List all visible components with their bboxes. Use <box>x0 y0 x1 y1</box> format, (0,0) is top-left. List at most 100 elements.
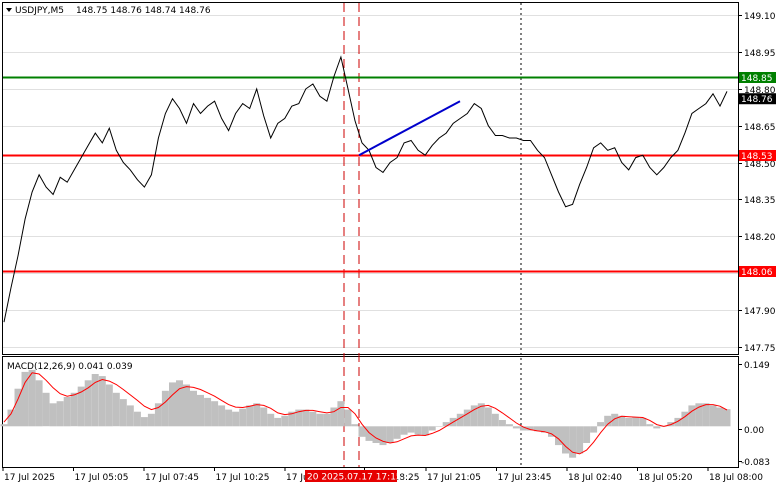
time-tick-label: 17 Jul 23:45 <box>498 473 552 483</box>
price-tick-label: 148.95 <box>744 49 776 59</box>
macd-bar <box>316 413 324 427</box>
macd-bar <box>42 392 50 427</box>
macd-bar <box>225 409 233 427</box>
trend-line[interactable] <box>358 100 461 157</box>
macd-bar <box>63 397 71 427</box>
price-tick-label: 148.20 <box>744 233 776 243</box>
time-tick-label: 17 Jul 21:05 <box>427 473 481 483</box>
price-tick-label: 148.50 <box>744 160 776 170</box>
macd-bar <box>414 426 422 435</box>
macd-bar <box>695 403 703 427</box>
macd-signal-line <box>3 372 728 455</box>
macd-bar <box>211 401 219 427</box>
macd-bar <box>723 409 731 427</box>
level-tag-label: 148.53 <box>741 152 773 162</box>
macd-bar <box>218 405 226 427</box>
macd-bar <box>112 392 120 427</box>
macd-bar <box>365 426 373 441</box>
macd-bar <box>470 405 478 427</box>
macd-bar <box>119 399 127 427</box>
macd-bar <box>0 424 8 427</box>
macd-bar <box>597 422 605 427</box>
macd-bar <box>541 426 548 433</box>
level-tag-background <box>739 266 776 277</box>
macd-bar <box>84 380 92 427</box>
macd-bar <box>653 426 661 429</box>
time-tick-label: 18 Jul 02:40 <box>568 473 622 483</box>
macd-tick-high: 0.149 <box>744 361 770 371</box>
price-tick-label: 147.90 <box>744 307 776 317</box>
macd-bar <box>548 426 555 437</box>
macd-bar <box>428 426 436 431</box>
macd-bar <box>555 426 562 446</box>
horizontal-levels[interactable] <box>3 76 738 273</box>
current-price-tag: 148.76 <box>739 93 776 105</box>
macd-bar <box>197 394 204 427</box>
symbol-dropdown-icon[interactable] <box>6 8 12 12</box>
price-tick-label: 149.10 <box>744 12 776 22</box>
macd-bar <box>274 417 282 427</box>
macd-bar <box>709 405 717 427</box>
macd-bar <box>77 386 85 427</box>
time-tick-label: 17 Jul 05:05 <box>75 473 129 483</box>
macd-bar <box>372 426 380 443</box>
macd-bar <box>618 415 626 427</box>
macd-bar <box>309 411 317 427</box>
price-tick-label: 147.75 <box>744 344 776 354</box>
macd-bar <box>421 426 429 436</box>
macd-bar <box>267 413 275 427</box>
macd-bar <box>161 390 169 427</box>
macd-bar <box>505 424 513 427</box>
macd-bar <box>400 426 408 435</box>
macd-bar <box>169 382 176 427</box>
macd-bar <box>21 371 29 427</box>
macd-bar <box>611 413 619 427</box>
macd-bar <box>70 392 78 427</box>
macd-bar <box>35 380 43 427</box>
macd-bar <box>183 384 190 427</box>
macd-bar <box>646 424 654 427</box>
macd-bar <box>14 388 22 427</box>
price-line <box>3 55 728 323</box>
macd-bar <box>330 407 338 427</box>
macd-bar <box>176 380 183 427</box>
macd-bar <box>625 417 633 427</box>
macd-bar <box>154 403 162 427</box>
macd-bar <box>632 417 640 427</box>
price-tick-label: 148.35 <box>744 196 776 206</box>
macd-bar <box>484 407 492 427</box>
macd-bar <box>512 426 520 429</box>
symbol-label: USDJPY,M5 <box>15 6 64 16</box>
level-tag-label: 148.85 <box>741 74 773 84</box>
macd-bar <box>91 374 99 427</box>
time-tick-label: 18 Jul 08:00 <box>709 473 763 483</box>
macd-histogram <box>0 369 731 458</box>
macd-bar <box>576 426 584 454</box>
time-tick-label: 17 Jul 07:45 <box>145 473 199 483</box>
macd-bar <box>239 408 247 427</box>
macd-bar <box>246 405 254 427</box>
macd-bar <box>295 409 303 427</box>
macd-bar <box>386 426 394 443</box>
macd-bar <box>639 417 647 427</box>
macd-bar <box>604 415 612 427</box>
price-tick-label: 148.65 <box>744 123 776 133</box>
macd-bar <box>28 369 36 427</box>
current-price-label: 148.76 <box>741 95 773 105</box>
macd-bar <box>190 390 197 427</box>
macd-bar <box>260 407 268 427</box>
macd-bar <box>288 411 296 427</box>
macd-bar <box>133 411 141 427</box>
macd-tick-zero: 0.00 <box>744 426 764 436</box>
level-tag-label: 148.06 <box>741 268 773 278</box>
macd-bar <box>463 409 471 427</box>
macd-bar <box>498 420 506 427</box>
price-grid <box>3 15 738 348</box>
macd-bar <box>674 417 682 427</box>
crosshair-time-tag <box>305 470 397 482</box>
macd-bar <box>491 413 499 427</box>
macd-bar <box>281 415 289 427</box>
macd-bar <box>344 409 352 427</box>
macd-bar <box>98 376 106 427</box>
